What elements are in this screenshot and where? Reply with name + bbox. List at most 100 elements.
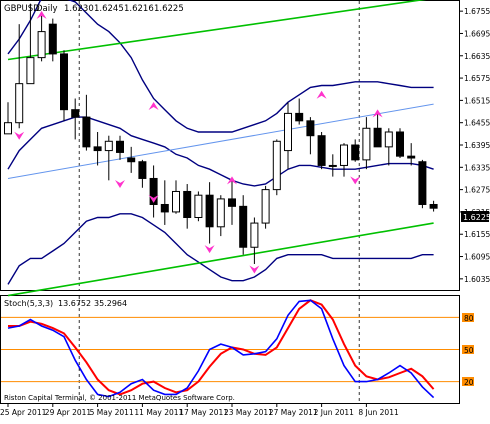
price-axis: 1.6755 1.6695 1.6635 1.6575 1.6515 1.6455 1.63… [459, 7, 490, 284]
current-price-label: 1.6225 [463, 213, 490, 222]
bear-candle-body [183, 190, 192, 219]
level-20-box [462, 377, 474, 386]
candle-11 [127, 146, 136, 173]
candle-13 [149, 165, 158, 218]
bull-candle-body [284, 112, 292, 152]
bear-candle-body [149, 177, 158, 205]
low-value: 1.6216 [124, 4, 154, 14]
candle-7 [82, 94, 91, 151]
candle-31 [351, 139, 360, 162]
time-axis-label-1: 29 Apr 2011 [45, 408, 92, 417]
time-axis-label-7: 2 Jun 2011 [314, 408, 355, 417]
candle-0 [4, 102, 12, 135]
stoch-main-value: 13.6752 [58, 299, 91, 308]
fractal-up-icon-0 [36, 10, 47, 19]
price-axis-label-12: 1.6035 [464, 275, 490, 284]
candle-1 [15, 24, 24, 129]
candle-6 [71, 98, 80, 140]
bear-candle-body [127, 157, 136, 163]
bull-candle-body [250, 222, 259, 248]
bear-candle-body [295, 112, 304, 122]
bull-candle-body [340, 144, 348, 166]
bull-candle-body [384, 131, 393, 148]
bollinger-lower-line [7, 213, 434, 285]
price-axis-label-3: 1.6575 [464, 74, 490, 83]
bull-candle-body [15, 83, 24, 124]
bear-candle-body [71, 109, 80, 118]
candle-12 [138, 159, 147, 188]
fractal-markers [14, 10, 383, 274]
fractal-down-icon-4 [249, 265, 260, 274]
bear-candle-body [418, 161, 427, 205]
bear-candle-body [205, 194, 214, 228]
time-axis-label-5: 23 May 2011 [224, 408, 273, 417]
price-axis-label-5: 1.6455 [464, 119, 490, 128]
bull-candle-body [272, 140, 281, 191]
time-axis-label-8: 8 Jun 2011 [358, 408, 399, 417]
channel-lower-line [7, 222, 434, 297]
current-price-box [461, 211, 489, 222]
price-axis-label-10: 1.6155 [464, 230, 490, 239]
candle-3 [37, 14, 46, 62]
bollinger-upper-line [7, 0, 434, 133]
stoch-main-line [7, 299, 435, 399]
stochastic-indicator [1, 299, 459, 399]
timeframe-label: Daily [36, 4, 58, 14]
price-axis-label-11: 1.6095 [464, 253, 490, 262]
channel-middle-line [7, 103, 434, 179]
bull-candle-body [37, 31, 46, 59]
candlestick-series [4, 3, 438, 264]
symbol-label: GBPUSD [4, 4, 40, 14]
candle-38 [429, 200, 438, 212]
level-50-label: 50 [464, 346, 474, 355]
bear-candle-body [429, 203, 438, 209]
candle-36 [407, 143, 416, 166]
bear-candle-body [351, 144, 360, 161]
bear-candle-body [317, 135, 326, 166]
copyright-text: Riston Capital Terminal, © 2001-2011 Met… [4, 394, 235, 402]
time-axis-label-4: 17 May 2011 [179, 408, 228, 417]
time-axis-label-0: 25 Apr 2011 [0, 408, 47, 417]
bull-candle-body [362, 127, 371, 161]
candle-24 [272, 139, 281, 196]
price-axis-label-1: 1.6695 [464, 29, 490, 38]
bear-candle-body [138, 161, 147, 179]
candle-16 [183, 184, 192, 229]
fractal-up-icon-4 [372, 109, 383, 118]
stoch-signal-value: 35.2964 [94, 299, 127, 308]
fractal-down-icon-1 [115, 180, 125, 189]
candle-9 [104, 135, 113, 181]
candle-34 [384, 128, 393, 166]
fractal-down-icon-2 [148, 194, 159, 203]
candle-27 [306, 117, 315, 155]
candle-29 [328, 154, 337, 177]
candle-17 [194, 191, 203, 222]
bull-candle-body [4, 122, 12, 135]
price-axis-label-8: 1.6275 [464, 186, 490, 195]
price-axis-label-7: 1.6335 [464, 163, 490, 172]
open-value: 1.6230 [64, 4, 94, 14]
fractal-down-icon-0 [14, 131, 25, 140]
chart-header: GBPUSD Daily 1.6230 1.6245 1.6216 1.6225 [4, 4, 184, 14]
bear-candle-body [228, 198, 236, 207]
candle-33 [373, 113, 382, 148]
candle-35 [396, 128, 404, 159]
candle-28 [317, 131, 326, 170]
bull-candle-body [172, 190, 180, 213]
candle-22 [250, 217, 259, 264]
candle-30 [340, 143, 348, 177]
price-axis-label-2: 1.6635 [464, 52, 490, 61]
candle-4 [48, 18, 57, 62]
bear-candle-body [306, 120, 315, 137]
candle-5 [60, 50, 68, 121]
bull-candle-body [194, 194, 203, 218]
candle-18 [205, 182, 214, 244]
price-axis-label-0: 1.6755 [464, 7, 490, 16]
fractal-down-icon-3 [204, 245, 215, 254]
fractal-up-icon-3 [316, 90, 327, 99]
bear-candle-body [407, 155, 416, 159]
candle-8 [93, 131, 102, 166]
